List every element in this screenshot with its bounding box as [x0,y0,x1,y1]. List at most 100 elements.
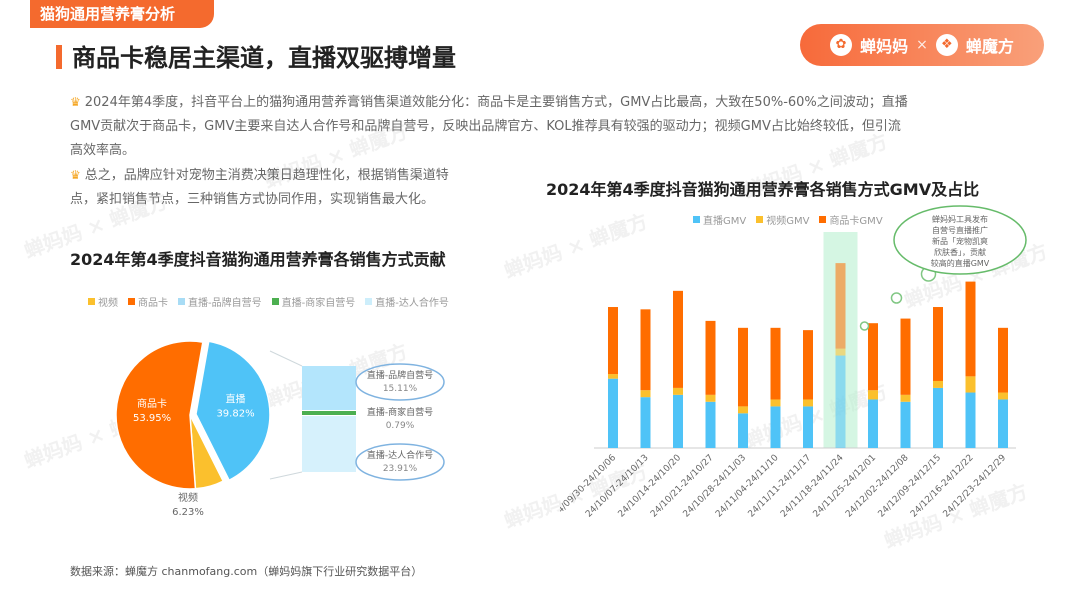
x-tick-label: 24/10/28-24/11/03 [682,453,749,520]
legend-label: 商品卡GMV [829,216,883,227]
bar-segment-商品卡GMV [933,307,943,381]
legend-item: 直播-达人合作号 [365,294,449,309]
pie-percent-label: 6.23% [172,507,204,518]
breakdown-bar-brand [302,366,356,410]
bar-chart-title: 2024年第4季度抖音猫狗通用营养膏各销售方式GMV及占比 [546,180,980,199]
legend-swatch [693,216,700,223]
breakdown-label: 直播-商家自营号 [367,406,433,418]
bar-segment-直播GMV [608,378,618,448]
bar-segment-视频GMV [965,376,976,393]
bar-segment-商品卡GMV [835,263,846,349]
bar-segment-视频GMV [640,390,651,398]
x-tick-label: 24/10/14-24/10/20 [617,453,684,520]
pie-label: 商品卡 [137,397,167,410]
legend-label: 直播GMV [703,216,747,227]
legend-swatch [88,298,95,305]
bar-segment-视频GMV [803,399,813,407]
bar-segment-直播GMV [803,406,813,448]
bar-legend: 直播GMV 视频GMV 商品卡GMV [693,212,883,227]
brand-badge: ✿ 蝉妈妈 × ❖ 蝉魔方 [800,24,1044,66]
marker-dot [859,321,870,331]
legend-label: 视频 [98,298,118,309]
x-tick-label: 24/11/18-24/11/24 [779,453,846,520]
brand-left: 蝉妈妈 [860,37,909,56]
legend-swatch [756,216,764,223]
title-accent-bar [56,45,62,69]
legend-label: 直播-品牌自营号 [188,298,262,309]
legend-item: 直播-商家自营号 [271,294,356,309]
annotation-text-line: 较高的直播GMV [931,258,990,268]
bar-segment-直播GMV [640,397,651,448]
x-tick-label: 24/12/23-24/12/29 [942,453,1009,520]
bar-segment-视频GMV [933,380,943,388]
bar-segment-直播GMV [998,399,1008,448]
p2-line2: 点，紧扣销售节点，三种销售方式协同作用，实现销售最大化。 [70,192,435,207]
bar-segment-商品卡GMV [900,318,911,395]
crown-icon: ♛ [70,95,81,109]
bar-segment-直播GMV [900,401,911,448]
x-tick-label: 24/10/21-24/10/27 [649,453,716,520]
x-tick-label: 24/11/25-24/12/01 [812,453,879,520]
bar-segment-直播GMV [933,387,943,448]
summary-paragraph-2: ♛ 总之，品牌应针对宠物主消费决策日趋理性化，根据销售渠道特 点，紧扣销售节点，三… [70,163,510,212]
p1-line2: GMV贡献次于商品卡，GMV主要来自达人合作号和品牌自营号，反映出品牌官方、KO… [70,119,901,134]
p1-line1: 2024年第4季度，抖音平台上的猫狗通用营养膏销售渠道效能分化：商品卡是主要销售… [84,95,908,110]
bar-segment-视频GMV [673,387,683,395]
bar-segment-直播GMV [770,406,781,448]
annotation-text-line: 蝉妈妈工具发布 [932,214,988,224]
brand-separator: × [916,37,928,53]
x-tick-label: 24/12/16-24/12/22 [909,453,976,520]
bar-segment-商品卡GMV [868,323,878,391]
legend-swatch [365,298,373,305]
bar-segment-视频GMV [998,392,1008,400]
legend-label: 直播-达人合作号 [375,298,449,309]
x-tick-label: 24/12/02-24/12/08 [844,453,911,520]
connector-line [269,350,303,367]
bar-chart: 24/09/30-24/10/0624/10/07-24/10/1324/10/… [560,205,1027,520]
bar-segment-商品卡GMV [738,327,748,407]
bar-segment-视频GMV [900,394,911,402]
cloud-tail-dot [890,292,903,304]
highlight-ellipse [355,443,445,481]
bar-segment-商品卡GMV [705,320,716,395]
legend-label: 商品卡 [138,298,168,309]
legend-swatch [178,298,185,305]
legend-item: 直播GMV [693,212,746,227]
legend-label: 视频GMV [766,216,810,227]
bar-segment-视频GMV [705,394,716,402]
bar-segment-直播GMV [673,394,683,448]
bar-segment-直播GMV [705,401,716,448]
x-tick-label: 24/11/04-24/11/10 [714,453,781,520]
bar-segment-商品卡GMV [770,327,781,400]
bar-segment-视频GMV [770,399,781,407]
breakdown-bar-merchant [302,411,356,415]
bar-segment-直播GMV [965,392,976,448]
chanmofang-logo-icon: ❖ [935,34,958,56]
connector-line [269,471,303,480]
page-title: 商品卡稳居主渠道，直播双驱搏增量 [72,44,456,72]
bar-segment-视频GMV [868,390,878,400]
pie-label: 直播 [226,392,246,405]
legend-item: 视频 [88,294,118,309]
pie-slice-商品卡 [115,340,204,490]
legend-swatch [819,216,827,223]
pie-chart: 商品卡 53.95% 直播 39.82% 视频 6.23% 直播-品牌自营号 15.11% 直播… [115,340,445,518]
breakdown-label: 直播-达人合作号 [367,449,433,461]
legend-label: 直播-商家自营号 [281,298,356,309]
annotation-text-line: 欣肤香」，贡献 [934,247,986,257]
x-tick-label: 24/11/11-24/11/17 [747,453,814,520]
legend-item: 商品卡GMV [819,212,883,227]
legend-swatch [128,298,135,305]
pie-legend: 视频 商品卡 直播-品牌自营号 直播-商家自营号 直播-达人合作号 [88,294,449,309]
section-tag: 猫狗通用营养膏分析 [30,0,214,28]
bar-segment-商品卡GMV [803,330,813,400]
bar-segment-视频GMV [738,406,748,414]
p2-line1: 总之，品牌应针对宠物主消费决策日趋理性化，根据销售渠道特 [84,168,449,183]
brand-right: 蝉魔方 [965,37,1014,56]
x-tick-label: 24/12/09-24/12/15 [877,453,944,520]
bar-segment-直播GMV [868,399,878,448]
bar-segment-直播GMV [738,413,748,448]
bar-segment-商品卡GMV [640,309,651,391]
breakdown-bar-kol [302,416,356,472]
pie-slice-直播 [195,340,271,482]
